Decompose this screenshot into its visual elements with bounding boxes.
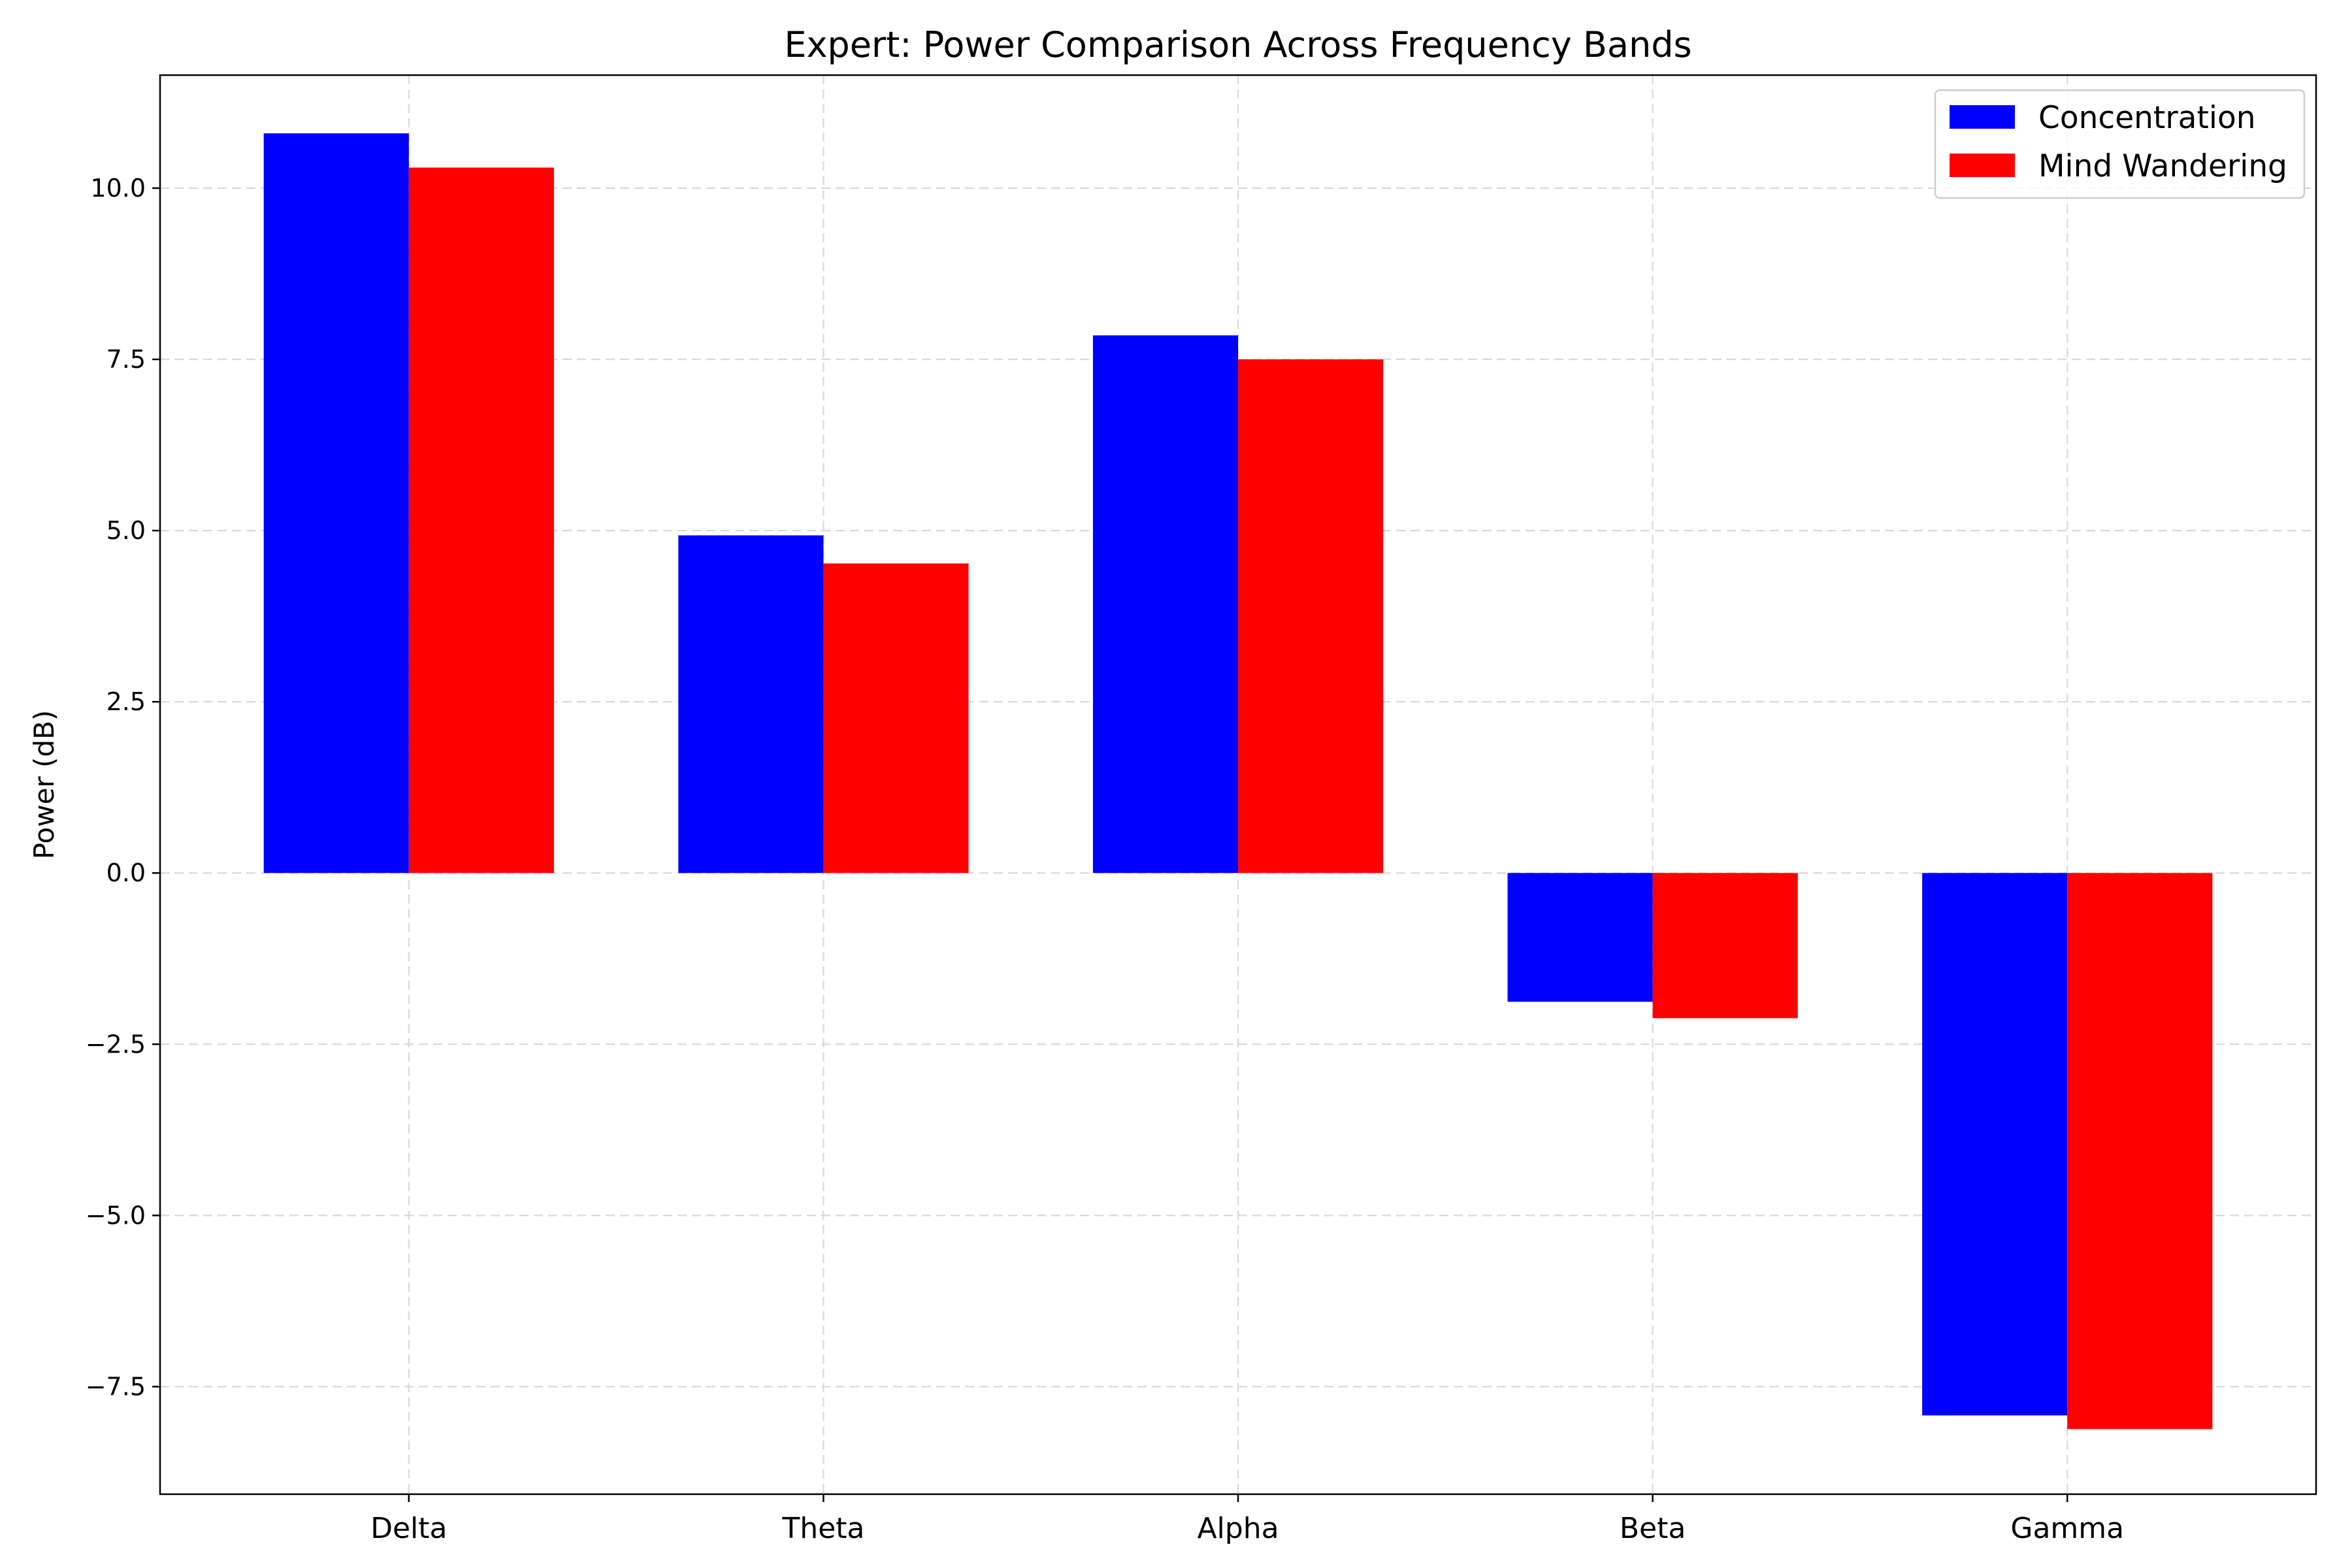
y-tick-label: 2.5 [106, 687, 146, 716]
x-tick-label-beta: Beta [1620, 1512, 1686, 1545]
legend: Concentration Mind Wandering [1934, 89, 2306, 199]
y-tick-label: 0.0 [106, 858, 146, 887]
bar-concentration-gamma [1922, 873, 2068, 1416]
x-tick-label-delta: Delta [370, 1512, 447, 1545]
bar-mind-wandering-beta [1652, 873, 1798, 1019]
axis-ticks: −7.5 −5.0 −2.5 0.0 2.5 5.0 7.5 10.0 Delta Theta Al… [86, 174, 2124, 1545]
bar-concentration-beta [1507, 873, 1653, 1002]
legend-swatch-mind-wandering [1950, 154, 2015, 177]
bar-concentration-delta [263, 133, 409, 874]
x-tick-label-gamma: Gamma [2010, 1512, 2124, 1545]
bar-mind-wandering-alpha [1238, 359, 1384, 874]
legend-box [1934, 89, 2306, 199]
y-tick-label: −5.0 [86, 1201, 146, 1230]
bars [263, 133, 2213, 1429]
bar-mind-wandering-theta [823, 563, 969, 874]
bar-concentration-alpha [1092, 335, 1238, 874]
x-tick-label-alpha: Alpha [1197, 1512, 1279, 1545]
y-tick-label: 5.0 [106, 516, 146, 545]
legend-swatch-concentration [1950, 105, 2015, 129]
bar-mind-wandering-gamma [2067, 873, 2213, 1429]
bar-concentration-theta [678, 535, 824, 874]
y-tick-label: −2.5 [86, 1030, 146, 1058]
x-tick-label-theta: Theta [781, 1512, 864, 1545]
legend-label-mind-wandering: Mind Wandering [2038, 148, 2287, 184]
y-tick-label: −7.5 [86, 1372, 146, 1401]
chart-title: Expert: Power Comparison Across Frequenc… [784, 24, 1691, 65]
bar-mind-wandering-delta [408, 167, 554, 874]
y-tick-label: 10.0 [90, 174, 146, 203]
legend-label-concentration: Concentration [2038, 100, 2256, 136]
y-tick-label: 7.5 [106, 345, 146, 374]
y-axis-label: Power (dB) [28, 710, 60, 860]
